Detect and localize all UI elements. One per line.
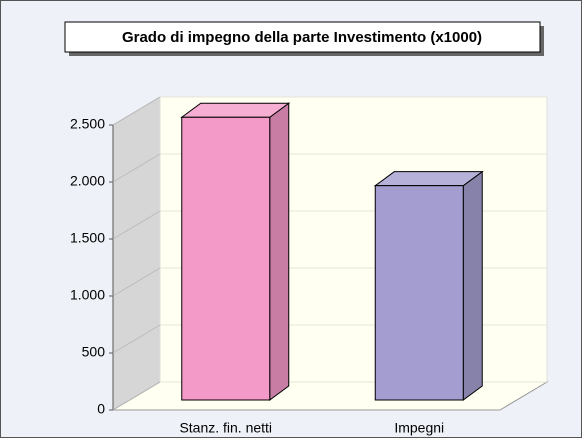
bar bbox=[181, 116, 271, 401]
grid-line bbox=[112, 267, 161, 297]
bar-top bbox=[373, 171, 484, 187]
chart-title: Grado di impegno della parte Investiment… bbox=[122, 29, 482, 46]
bar-top bbox=[180, 102, 291, 118]
grid-line bbox=[112, 210, 161, 240]
x-tick-label: Impegni bbox=[394, 420, 444, 436]
x-tick-label: Stanz. fin. netti bbox=[179, 420, 272, 436]
grid-line bbox=[112, 96, 161, 126]
bar bbox=[374, 185, 464, 401]
grid-line bbox=[112, 153, 161, 183]
y-tick-label: 500 bbox=[82, 344, 106, 360]
bar-side bbox=[462, 170, 483, 401]
y-tick-label: 2.000 bbox=[70, 173, 105, 189]
grid-line bbox=[112, 381, 161, 411]
y-tick-label: 2.500 bbox=[70, 116, 105, 132]
left-wall bbox=[112, 96, 161, 411]
y-tick-label: 1.500 bbox=[70, 230, 105, 246]
grid-line bbox=[112, 324, 161, 354]
bar-side bbox=[269, 102, 290, 401]
title-box bbox=[64, 21, 541, 53]
y-tick-label: 0 bbox=[97, 401, 105, 417]
y-tick-label: 1.000 bbox=[70, 287, 105, 303]
